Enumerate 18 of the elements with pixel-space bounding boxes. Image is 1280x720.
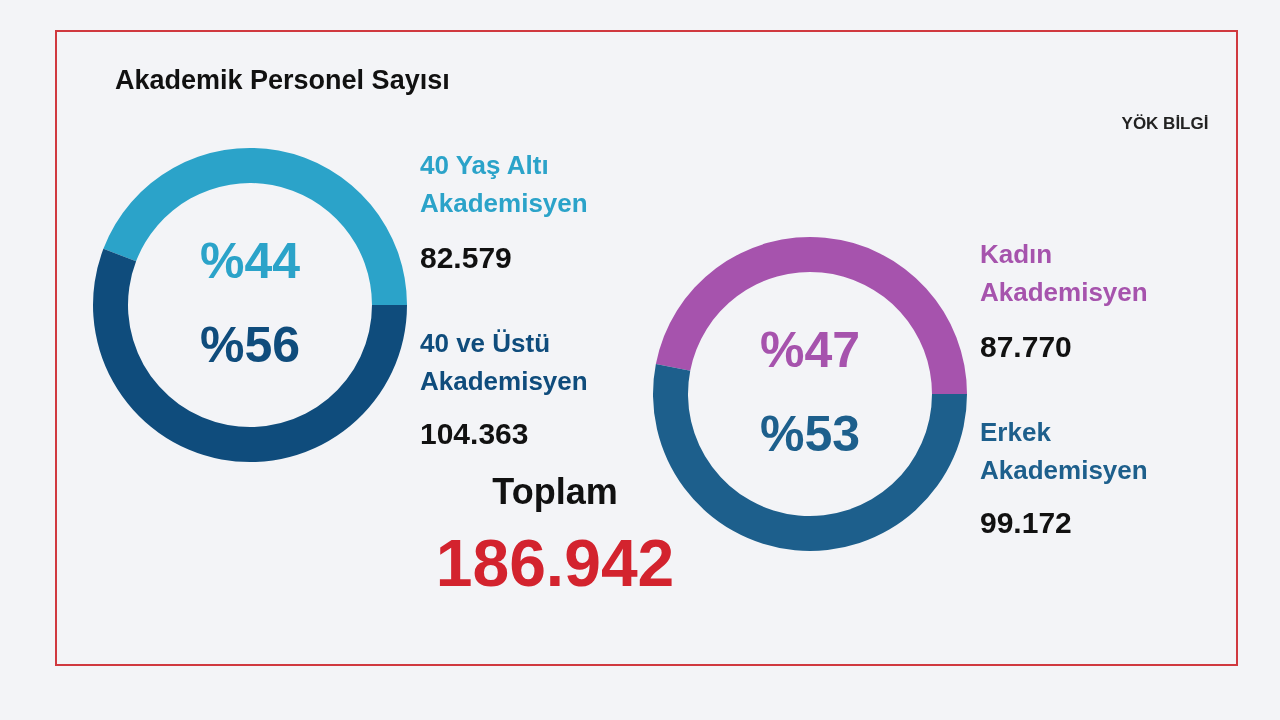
slice-label: 40 ve Üstü Akademisyen <box>420 328 588 396</box>
data-label: 87.770 <box>980 330 1072 363</box>
text: %47 <box>759 322 861 378</box>
text: %53 <box>759 406 861 462</box>
text: %56 <box>199 317 301 373</box>
text: YÖK BİLGİ <box>1121 114 1209 133</box>
text: 186.942 <box>435 526 675 600</box>
donut-slice <box>103 148 407 305</box>
data-label: 82.579 <box>420 241 512 274</box>
chart-title: Akademik Personel Sayısı <box>115 65 450 95</box>
slice-label: 40 Yaş Altı Akademisyen <box>420 150 588 218</box>
text: Toplam <box>492 471 618 512</box>
text: %44 <box>199 233 301 289</box>
slice-label: Kadın Akademisyen <box>980 239 1148 307</box>
slice-label: Erkek Akademisyen <box>980 417 1148 485</box>
data-label: 99.172 <box>980 506 1072 539</box>
donut-slice <box>655 237 967 394</box>
data-label: 104.363 <box>420 417 529 450</box>
